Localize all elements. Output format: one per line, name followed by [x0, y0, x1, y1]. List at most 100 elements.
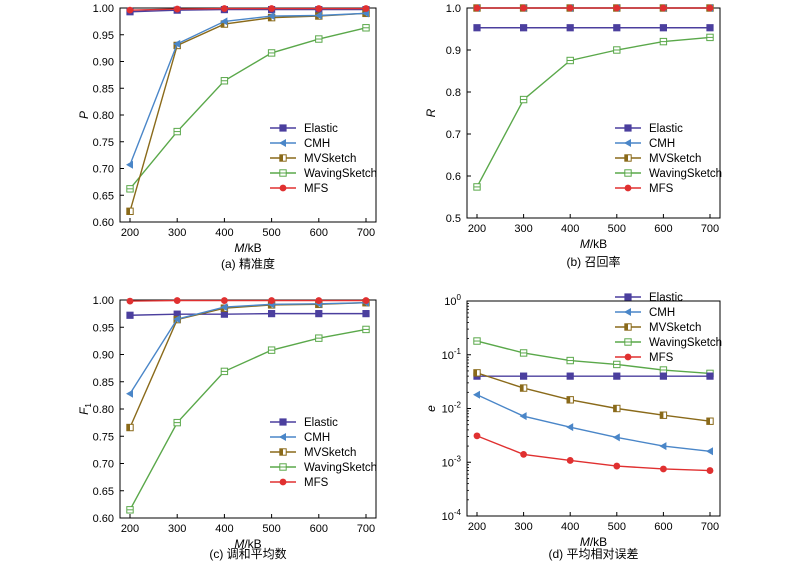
data-point-marker: [315, 334, 323, 342]
legend: Elastic CMH MVSketch WavingSketch MFS: [270, 417, 377, 489]
legend-label: WavingSketch: [649, 168, 722, 180]
x-axis-label: M/kB: [580, 237, 607, 251]
data-point-marker: [566, 356, 574, 365]
legend-item-mfs: MFS: [270, 477, 329, 489]
data-point-marker: [660, 4, 667, 12]
data-point-marker: [315, 5, 323, 12]
series-line: [129, 27, 367, 190]
y-axis-label: F1: [77, 403, 93, 415]
x-axis-label-unit: /kB: [244, 241, 261, 255]
legend-item-elastic: Elastic: [270, 123, 338, 135]
y-tick-base: 10: [442, 404, 454, 416]
y-tick-base: 10: [444, 296, 456, 308]
legend: Elastic CMH MVSketch WavingSketch MFS: [270, 123, 377, 195]
y-tick-label: 0.80: [93, 404, 114, 416]
x-tick-label: 600: [654, 223, 672, 235]
data-point-marker: [566, 56, 574, 65]
legend-item-cmh: CMH: [615, 307, 675, 319]
data-point-marker: [613, 360, 621, 369]
data-point-marker: [473, 390, 480, 399]
legend-marker: [624, 154, 632, 162]
data-point-marker: [267, 346, 276, 354]
y-tick-label: 0.70: [93, 459, 114, 471]
x-tick-label: 200: [121, 227, 139, 239]
y-tick-label: 1.00: [93, 3, 114, 15]
x-tick-label: 500: [262, 523, 280, 535]
legend-label: CMH: [304, 432, 330, 444]
data-point-marker: [519, 412, 527, 421]
data-point-marker: [126, 6, 134, 14]
data-point-marker: [314, 11, 322, 20]
x-tick-label: 700: [701, 223, 719, 235]
y-tick-label: 10-3: [442, 454, 462, 469]
data-point-marker: [706, 372, 714, 380]
legend-marker: [624, 169, 632, 177]
data-point-marker: [659, 411, 668, 419]
y-tick-label: 0.7: [446, 129, 461, 141]
y-tick-label: 0.65: [93, 486, 114, 498]
y-tick-exponent: -2: [454, 401, 462, 410]
data-point-marker: [706, 417, 714, 425]
chart-caption: (b) 召回率: [566, 254, 620, 269]
legend-item-mfs: MFS: [615, 183, 674, 195]
data-point-marker: [473, 24, 481, 32]
legend-item-mvsketch: MVSketch: [270, 153, 356, 165]
y-tick-label: 1.0: [446, 3, 461, 15]
legend-item-elastic: Elastic: [270, 417, 338, 429]
y-tick-label: 1.00: [93, 295, 114, 307]
legend: Elastic CMH MVSketch WavingSketch MFS: [615, 123, 722, 195]
legend-marker: [624, 184, 632, 192]
y-tick-label: 0.9: [446, 45, 461, 57]
legend-item-elastic: Elastic: [615, 292, 683, 304]
x-tick-label: 200: [121, 523, 139, 535]
x-tick-label: 300: [514, 521, 532, 533]
y-tick-label: 0.90: [93, 57, 114, 69]
data-point-marker: [220, 303, 228, 312]
legend-label: Elastic: [649, 292, 683, 304]
series-line: [129, 12, 367, 212]
y-tick-label: 10-2: [442, 401, 462, 416]
data-point-marker: [473, 337, 481, 345]
legend-marker: [624, 338, 632, 346]
x-tick-label: 600: [310, 523, 328, 535]
legend-label: MVSketch: [304, 153, 356, 165]
x-tick-label: 400: [215, 523, 233, 535]
data-point-marker: [362, 24, 370, 32]
legend-marker: [279, 169, 287, 177]
legend-marker: [624, 323, 632, 331]
data-point-marker: [613, 404, 621, 413]
data-point-marker: [220, 17, 228, 26]
y-tick-base: 10: [442, 511, 454, 523]
y-tick-label: 10-4: [442, 508, 462, 523]
legend-item-wavingsketch: WavingSketch: [615, 337, 722, 349]
y-tick-label: 0.85: [93, 377, 114, 389]
x-tick-label: 400: [561, 223, 579, 235]
legend-item-mvsketch: MVSketch: [615, 153, 701, 165]
legend-item-mvsketch: MVSketch: [270, 447, 356, 459]
data-point-marker: [315, 35, 323, 43]
x-tick-label: 700: [357, 523, 375, 535]
y-tick-label: 0.60: [93, 217, 114, 229]
series-cmh: [126, 9, 369, 169]
series-line: [476, 36, 711, 188]
series-mfs: [126, 297, 370, 305]
series-cmh: [473, 390, 713, 456]
x-axis-label-var: M: [234, 241, 244, 255]
data-point-marker: [220, 77, 229, 85]
y-axis-label-main: F: [77, 407, 91, 415]
series-wavingsketch: [126, 325, 370, 514]
y-tick-label: 0.5: [446, 213, 461, 225]
series-line: [129, 7, 366, 11]
y-axis-label-main: P: [77, 111, 91, 119]
data-point-marker: [659, 442, 667, 451]
series-elastic: [473, 24, 714, 32]
data-point-marker: [473, 369, 481, 377]
data-point-marker: [267, 49, 276, 57]
data-point-marker: [613, 372, 621, 380]
x-axis-label-var: M: [580, 237, 590, 251]
data-point-marker: [520, 4, 527, 12]
legend-label: CMH: [649, 138, 675, 150]
series-line: [129, 302, 367, 395]
legend-label: WavingSketch: [304, 462, 377, 474]
x-tick-label: 300: [514, 223, 532, 235]
